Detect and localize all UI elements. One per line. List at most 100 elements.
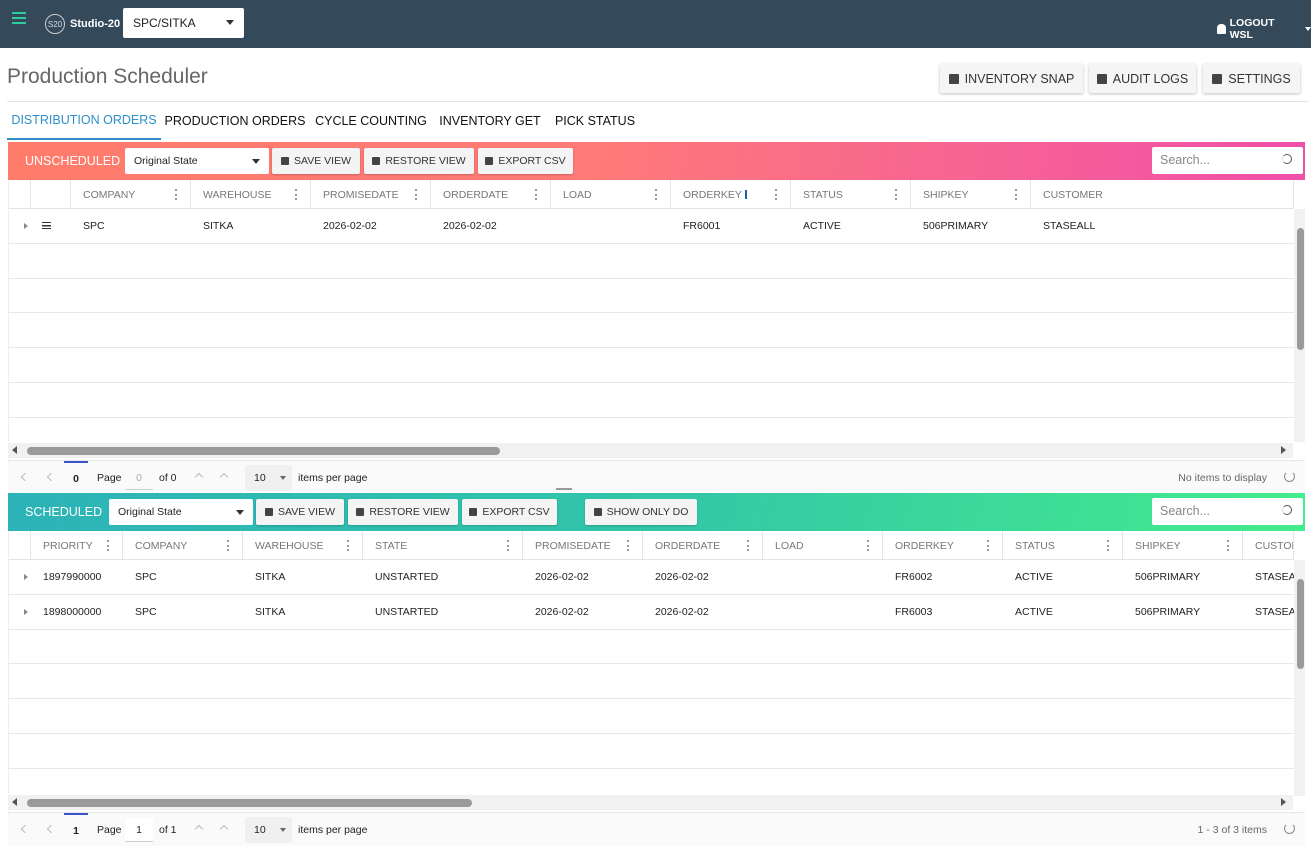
scroll-right[interactable] (1281, 798, 1286, 806)
page-size: 10 (254, 824, 266, 836)
column-menu[interactable] (895, 189, 897, 200)
column-menu[interactable] (867, 540, 869, 551)
column-menu[interactable] (775, 189, 777, 200)
expand-arrow[interactable] (24, 574, 31, 580)
icon (1096, 73, 1107, 84)
state-select[interactable]: Original State (125, 148, 269, 174)
page-size-select[interactable]: 10 (245, 817, 292, 843)
column-header[interactable]: ORDERKEY (883, 531, 1003, 560)
column-menu[interactable] (107, 540, 109, 551)
column-header[interactable]: STATUS (1003, 531, 1123, 560)
column-menu[interactable] (747, 540, 749, 551)
column-menu[interactable] (347, 540, 349, 551)
logout-text: LOGOUT WSL (1229, 17, 1275, 41)
column-menu[interactable] (507, 540, 509, 551)
header-button[interactable]: AUDIT LOGS (1089, 64, 1196, 93)
column-header[interactable]: STATE (363, 531, 523, 560)
column-menu[interactable] (987, 540, 989, 551)
pager-last[interactable] (219, 472, 229, 482)
pager-prev[interactable] (46, 824, 56, 834)
page-input[interactable]: 1 (125, 818, 153, 842)
h-thumb[interactable] (27, 447, 500, 455)
refresh[interactable] (1284, 471, 1295, 482)
current-page[interactable]: 1 (64, 813, 88, 846)
column-menu[interactable] (1227, 540, 1229, 551)
column-header[interactable]: ORDERDATE (643, 531, 763, 560)
column-menu[interactable] (295, 189, 297, 200)
column-header[interactable]: LOAD (763, 531, 883, 560)
pager-first[interactable] (20, 824, 30, 834)
header-button[interactable]: SETTINGS (1203, 64, 1300, 93)
tab[interactable]: PICK STATUS (554, 114, 636, 128)
pager-first[interactable] (20, 472, 30, 482)
page-input[interactable]: 0 (125, 466, 153, 490)
pager-next[interactable] (194, 472, 204, 482)
column-header[interactable]: COMPANY (71, 180, 191, 209)
tab[interactable]: DISTRIBUTION ORDERS (7, 102, 161, 140)
column-header[interactable]: SHIPKEY (911, 180, 1031, 209)
scroll-left[interactable] (12, 798, 17, 806)
column-header[interactable]: STATUS (791, 180, 911, 209)
search-box[interactable]: Search... (1152, 498, 1303, 525)
tab[interactable]: CYCLE COUNTING (315, 114, 427, 128)
column-menu[interactable] (1107, 540, 1109, 551)
v-thumb[interactable] (1297, 228, 1304, 350)
toolbar-button[interactable]: RESTORE VIEW (364, 148, 474, 174)
row-menu[interactable] (42, 222, 51, 229)
column-header[interactable]: PROMISEDATE (311, 180, 431, 209)
pager-next[interactable] (194, 824, 204, 834)
toolbar-button[interactable]: RESTORE VIEW (348, 499, 458, 525)
column-header[interactable]: PROMISEDATE (523, 531, 643, 560)
menu-icon[interactable] (12, 12, 26, 24)
column-menu[interactable] (175, 189, 177, 200)
page-size-select[interactable]: 10 (245, 465, 292, 491)
search-icon[interactable] (1282, 505, 1292, 515)
pager-prev[interactable] (46, 472, 56, 482)
search-icon[interactable] (1282, 154, 1292, 164)
column-header[interactable]: CUSTOMER (1031, 180, 1294, 209)
tab[interactable]: PRODUCTION ORDERS (164, 114, 306, 128)
column-header[interactable]: ORDERKEY (671, 180, 791, 209)
column-header[interactable]: ORDERDATE (431, 180, 551, 209)
column-header[interactable]: WAREHOUSE (191, 180, 311, 209)
column-header[interactable]: LOAD (551, 180, 671, 209)
column-menu[interactable] (655, 189, 657, 200)
column-header[interactable]: PRIORITY (31, 531, 123, 560)
header-button[interactable]: INVENTORY SNAP (940, 64, 1083, 93)
pager-info: 1 - 3 of 3 items (1197, 824, 1267, 836)
toolbar-button[interactable]: EXPORT CSV (462, 499, 557, 525)
state-value: Original State (118, 506, 182, 518)
expand-arrow[interactable] (24, 608, 31, 615)
column-menu[interactable] (1015, 189, 1017, 200)
expand-arrow[interactable] (24, 223, 31, 229)
column-header[interactable]: CUSTOMER (1243, 531, 1294, 560)
logout[interactable]: LOGOUT WSL (1217, 17, 1311, 41)
header-row (9, 531, 1294, 560)
state-select[interactable]: Original State (109, 499, 253, 525)
pager-last[interactable] (219, 824, 229, 834)
column-menu[interactable] (227, 540, 229, 551)
current-page[interactable]: 0 (64, 461, 88, 494)
icon (948, 73, 959, 84)
toolbar-button[interactable]: EXPORT CSV (478, 148, 573, 174)
site-select[interactable]: SPC/SITKA (123, 8, 244, 38)
column-menu[interactable] (415, 189, 417, 200)
column-menu[interactable] (627, 540, 629, 551)
column-menu[interactable] (535, 189, 537, 200)
search-box[interactable]: Search... (1152, 147, 1303, 174)
column-header[interactable]: WAREHOUSE (243, 531, 363, 560)
splitter[interactable] (556, 488, 572, 490)
scroll-right[interactable] (1281, 446, 1286, 454)
scroll-left[interactable] (12, 446, 17, 454)
cell: SPC (83, 220, 105, 232)
button-label: AUDIT LOGS (1112, 71, 1189, 86)
refresh[interactable] (1284, 823, 1295, 834)
column-header[interactable]: SHIPKEY (1123, 531, 1243, 560)
h-thumb[interactable] (27, 799, 472, 807)
toolbar-button[interactable]: SAVE VIEW (272, 148, 360, 174)
column-header[interactable]: COMPANY (123, 531, 243, 560)
v-thumb[interactable] (1297, 579, 1304, 669)
toolbar-button[interactable]: SAVE VIEW (256, 499, 344, 525)
toolbar-button[interactable]: SHOW ONLY DO (585, 499, 697, 525)
tab[interactable]: INVENTORY GET (439, 114, 541, 128)
